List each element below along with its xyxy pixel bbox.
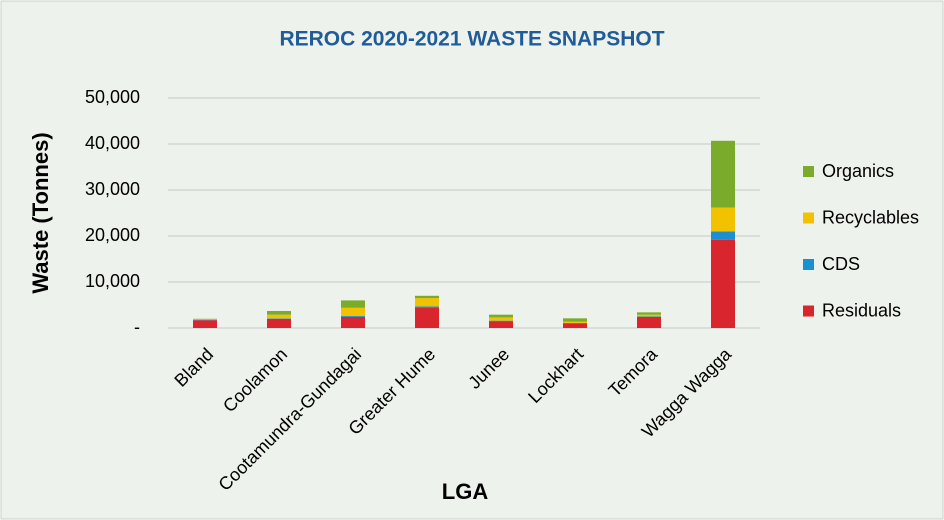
bar-segment (489, 321, 513, 328)
legend-label: Residuals (822, 300, 901, 320)
legend-label: CDS (822, 254, 860, 274)
bar-segment (563, 323, 587, 328)
legend-swatch (803, 259, 814, 270)
bar-segment (711, 207, 735, 232)
bar-segment (267, 310, 291, 315)
y-axis-label: Waste (Tonnes) (28, 132, 53, 293)
bar-segment (415, 295, 439, 299)
bar-segment (711, 231, 735, 240)
legend-label: Recyclables (822, 207, 919, 227)
bar-segment (711, 239, 735, 328)
legend-label: Organics (822, 161, 894, 181)
bar-segment (637, 314, 661, 317)
y-tick-label: - (134, 317, 140, 337)
bar-segment (415, 307, 439, 328)
bar-segment (341, 316, 365, 328)
bar-segment (711, 140, 735, 208)
bar-segment (415, 306, 439, 308)
x-axis-label: LGA (442, 479, 489, 504)
bar-segment (341, 300, 365, 308)
bar-segment (489, 317, 513, 321)
chart-title: REROC 2020-2021 WASTE SNAPSHOT (279, 28, 664, 51)
bar-segment (193, 320, 217, 328)
bar-segment (341, 316, 365, 317)
bar-segment (415, 298, 439, 307)
bar-segment (267, 314, 291, 319)
bar-segment (563, 321, 587, 323)
legend-swatch (803, 166, 814, 177)
bar-segment (637, 316, 661, 328)
legend-swatch (803, 305, 814, 317)
y-tick-label: 20,000 (85, 225, 140, 245)
legend-swatch (803, 212, 814, 224)
y-tick-label: 10,000 (85, 271, 140, 291)
bar-segment (341, 307, 365, 317)
y-tick-label: 30,000 (85, 179, 140, 199)
bar-segment (267, 318, 291, 328)
bar-segment (637, 312, 661, 315)
y-tick-label: 50,000 (85, 87, 140, 107)
y-tick-label: 40,000 (85, 133, 140, 153)
bar-segment (489, 314, 513, 318)
bar-segment (563, 318, 587, 322)
